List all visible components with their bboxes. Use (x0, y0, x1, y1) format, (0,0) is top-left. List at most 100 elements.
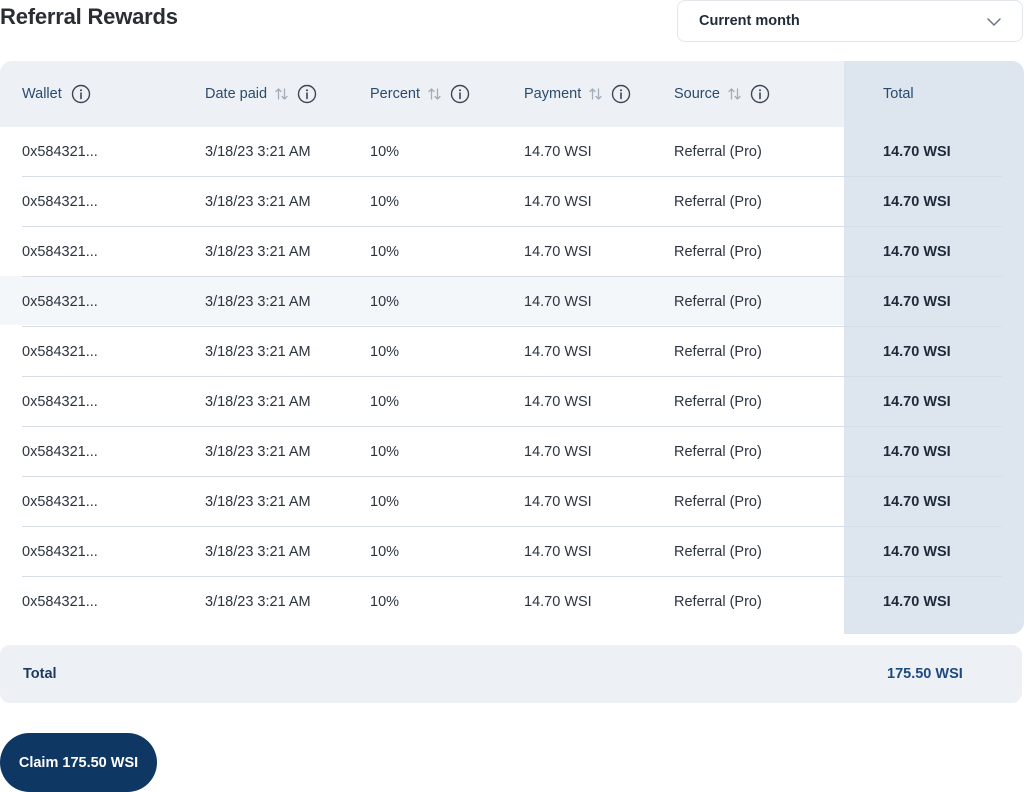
cell-wallet: 0x584321... (22, 344, 98, 360)
cell-total: 14.70 WSI (883, 394, 951, 410)
table-row[interactable]: 0x584321... 3/18/23 3:21 AM 10% 14.70 WS… (0, 427, 1024, 477)
cell-wallet: 0x584321... (22, 244, 98, 260)
cell-source: Referral (Pro) (674, 444, 762, 460)
cell-percent: 10% (370, 144, 400, 160)
table-row[interactable]: 0x584321... 3/18/23 3:21 AM 10% 14.70 WS… (0, 177, 1024, 227)
cell-percent: 10% (370, 444, 400, 460)
cell-source: Referral (Pro) (674, 544, 762, 560)
info-icon[interactable] (71, 84, 91, 104)
cell-payment: 14.70 WSI (524, 144, 592, 160)
cell-payment: 14.70 WSI (524, 194, 592, 210)
column-header-source[interactable]: Source (674, 83, 770, 105)
info-icon[interactable] (450, 84, 470, 104)
chevron-down-icon (987, 18, 1001, 26)
sort-icon[interactable] (728, 87, 741, 101)
cell-date-paid: 3/18/23 3:21 AM (205, 194, 311, 210)
period-select[interactable]: Current month (677, 0, 1023, 42)
cell-source: Referral (Pro) (674, 394, 762, 410)
row-divider (22, 226, 1002, 227)
cell-date-paid: 3/18/23 3:21 AM (205, 594, 311, 610)
cell-payment: 14.70 WSI (524, 244, 592, 260)
table-row[interactable]: 0x584321... 3/18/23 3:21 AM 10% 14.70 WS… (0, 527, 1024, 577)
cell-total: 14.70 WSI (883, 544, 951, 560)
rewards-table: Wallet Date paid Percent (0, 61, 1024, 634)
table-header-band (0, 61, 844, 127)
column-header-payment[interactable]: Payment (524, 83, 631, 105)
cell-source: Referral (Pro) (674, 294, 762, 310)
cell-percent: 10% (370, 344, 400, 360)
cell-date-paid: 3/18/23 3:21 AM (205, 294, 311, 310)
cell-wallet: 0x584321... (22, 594, 98, 610)
table-row[interactable]: 0x584321... 3/18/23 3:21 AM 10% 14.70 WS… (0, 477, 1024, 527)
column-header-label: Percent (370, 86, 420, 102)
total-amount: 175.50 WSI (887, 666, 963, 682)
cell-payment: 14.70 WSI (524, 494, 592, 510)
cell-percent: 10% (370, 294, 400, 310)
cell-wallet: 0x584321... (22, 194, 98, 210)
table-row[interactable]: 0x584321... 3/18/23 3:21 AM 10% 14.70 WS… (0, 277, 1024, 327)
period-select-value: Current month (699, 13, 800, 29)
info-icon[interactable] (297, 84, 317, 104)
cell-total: 14.70 WSI (883, 194, 951, 210)
cell-total: 14.70 WSI (883, 494, 951, 510)
cell-percent: 10% (370, 194, 400, 210)
cell-date-paid: 3/18/23 3:21 AM (205, 494, 311, 510)
row-divider (22, 376, 1002, 377)
cell-total: 14.70 WSI (883, 144, 951, 160)
cell-wallet: 0x584321... (22, 494, 98, 510)
column-header-label: Date paid (205, 86, 268, 102)
row-divider (22, 276, 1002, 277)
cell-source: Referral (Pro) (674, 344, 762, 360)
column-header-date-paid[interactable]: Date paid (205, 83, 317, 105)
cell-total: 14.70 WSI (883, 444, 951, 460)
cell-wallet: 0x584321... (22, 294, 98, 310)
cell-source: Referral (Pro) (674, 244, 762, 260)
cell-date-paid: 3/18/23 3:21 AM (205, 344, 311, 360)
cell-percent: 10% (370, 544, 400, 560)
row-divider (22, 476, 1002, 477)
column-header-wallet: Wallet (22, 83, 91, 105)
column-header-label: Total (883, 86, 914, 102)
cell-date-paid: 3/18/23 3:21 AM (205, 144, 311, 160)
sort-icon[interactable] (589, 87, 602, 101)
table-row[interactable]: 0x584321... 3/18/23 3:21 AM 10% 14.70 WS… (0, 127, 1024, 177)
column-header-percent[interactable]: Percent (370, 83, 470, 105)
row-divider (22, 176, 1002, 177)
table-row[interactable]: 0x584321... 3/18/23 3:21 AM 10% 14.70 WS… (0, 377, 1024, 427)
total-summary-bar: Total 175.50 WSI (0, 645, 1022, 703)
cell-date-paid: 3/18/23 3:21 AM (205, 244, 311, 260)
column-header-label: Source (674, 86, 720, 102)
cell-date-paid: 3/18/23 3:21 AM (205, 394, 311, 410)
cell-wallet: 0x584321... (22, 444, 98, 460)
cell-total: 14.70 WSI (883, 344, 951, 360)
cell-payment: 14.70 WSI (524, 394, 592, 410)
info-icon[interactable] (750, 84, 770, 104)
claim-button[interactable]: Claim 175.50 WSI (0, 733, 157, 792)
column-header-label: Wallet (22, 86, 62, 102)
cell-source: Referral (Pro) (674, 494, 762, 510)
cell-wallet: 0x584321... (22, 394, 98, 410)
cell-wallet: 0x584321... (22, 144, 98, 160)
column-header-label: Payment (524, 86, 582, 102)
sort-icon[interactable] (275, 87, 288, 101)
cell-total: 14.70 WSI (883, 294, 951, 310)
cell-percent: 10% (370, 244, 400, 260)
table-row[interactable]: 0x584321... 3/18/23 3:21 AM 10% 14.70 WS… (0, 577, 1024, 627)
cell-payment: 14.70 WSI (524, 294, 592, 310)
row-divider (22, 526, 1002, 527)
total-column-highlight (844, 61, 1024, 634)
cell-source: Referral (Pro) (674, 194, 762, 210)
sort-icon[interactable] (428, 87, 441, 101)
table-row[interactable]: 0x584321... 3/18/23 3:21 AM 10% 14.70 WS… (0, 327, 1024, 377)
row-divider (22, 326, 1002, 327)
table-row[interactable]: 0x584321... 3/18/23 3:21 AM 10% 14.70 WS… (0, 227, 1024, 277)
cell-total: 14.70 WSI (883, 594, 951, 610)
info-icon[interactable] (611, 84, 631, 104)
cell-wallet: 0x584321... (22, 544, 98, 560)
column-header-total: Total (883, 83, 914, 105)
cell-percent: 10% (370, 394, 400, 410)
cell-date-paid: 3/18/23 3:21 AM (205, 444, 311, 460)
cell-source: Referral (Pro) (674, 594, 762, 610)
row-divider (22, 426, 1002, 427)
cell-payment: 14.70 WSI (524, 344, 592, 360)
